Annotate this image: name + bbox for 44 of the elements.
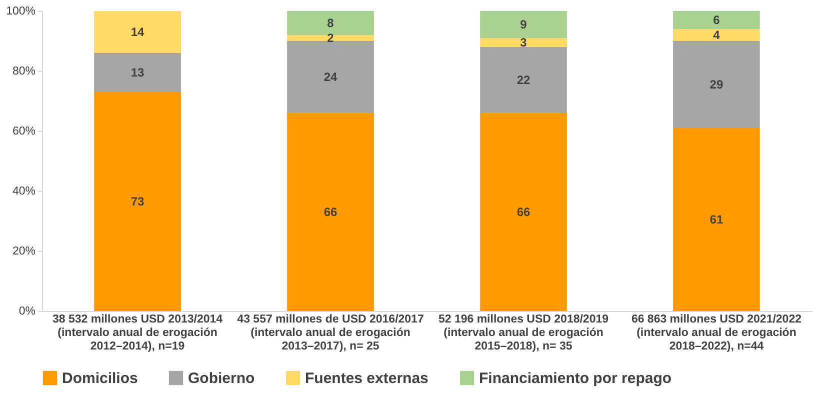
bar — [480, 38, 567, 47]
bar — [480, 11, 567, 38]
bar — [480, 113, 567, 311]
data-label: 24 — [324, 70, 338, 84]
data-label: 6 — [713, 13, 720, 27]
data-label: 29 — [710, 78, 724, 92]
x-tick-label: 52 196 millones USD 2018/2019 (intervalo anual de erogación 2015–2018), n= 35 — [438, 314, 609, 352]
y-tick-label: 0% — [18, 306, 36, 318]
data-label: 73 — [130, 194, 145, 208]
data-label: 66 — [324, 205, 338, 219]
bar — [673, 29, 760, 41]
bar — [673, 41, 760, 128]
data-label: 4 — [713, 28, 720, 42]
bar — [673, 11, 760, 29]
bar — [94, 92, 181, 311]
y-tick-label: 100% — [6, 6, 36, 18]
legend-label: Fuentes externas — [305, 370, 428, 387]
data-label: 66 — [516, 205, 530, 219]
legend-label: Financiamiento por repago — [479, 370, 672, 387]
data-label: 2 — [327, 31, 334, 45]
legend-label: Domicilios — [62, 370, 138, 387]
y-tick-label: 40% — [12, 186, 36, 198]
bar — [287, 41, 374, 113]
bar — [287, 35, 374, 41]
y-tick-label: 20% — [12, 246, 36, 258]
bar — [94, 53, 181, 92]
x-tick-label: 43 557 millones de USD 2016/2017 (intervalo anual de erogación 2013–2017), n= 25 — [237, 314, 424, 352]
data-label: 9 — [520, 18, 528, 32]
bar — [673, 128, 760, 311]
bar — [480, 47, 567, 113]
legend-label: Gobierno — [188, 370, 255, 387]
y-tick-label: 60% — [12, 126, 36, 138]
data-label: 22 — [516, 73, 530, 87]
bar — [94, 11, 181, 53]
y-tick-label: 80% — [12, 66, 36, 78]
data-label: 14 — [130, 25, 145, 39]
data-label: 61 — [710, 212, 724, 226]
data-label: 3 — [520, 36, 528, 50]
bar — [287, 11, 374, 35]
x-tick-label: 66 863 millones USD 2021/2022 (intervalo anual de erogación 2018–2022), n=44 — [631, 314, 802, 352]
data-label: 13 — [130, 66, 145, 80]
bar — [287, 113, 374, 311]
x-tick-label: 38 532 millones USD 2013/2014 (intervalo anual de erogación 2012–2014), n=19 — [52, 314, 224, 352]
data-label: 8 — [327, 16, 334, 30]
